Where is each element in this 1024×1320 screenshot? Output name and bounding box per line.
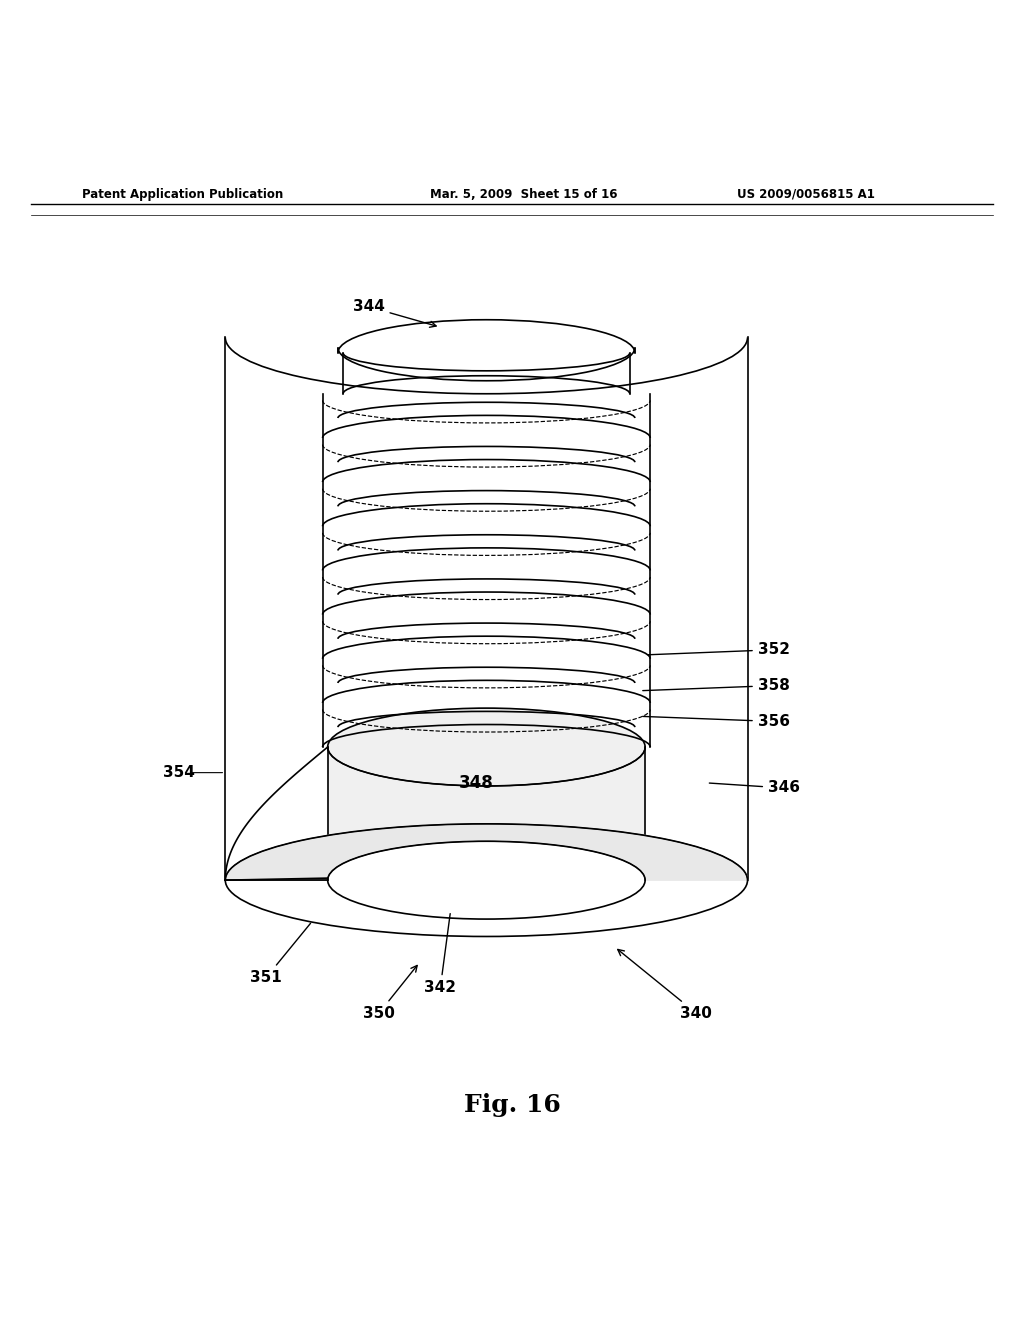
Text: 351: 351 <box>250 923 310 985</box>
Text: 358: 358 <box>643 678 790 693</box>
Text: 356: 356 <box>643 714 790 729</box>
Text: 340: 340 <box>617 949 713 1020</box>
Polygon shape <box>328 708 645 880</box>
Text: US 2009/0056815 A1: US 2009/0056815 A1 <box>737 187 876 201</box>
Text: 342: 342 <box>424 913 457 995</box>
Text: 350: 350 <box>362 965 417 1020</box>
Text: 348: 348 <box>459 774 494 792</box>
Text: 354: 354 <box>163 766 196 780</box>
Text: 344: 344 <box>352 300 436 327</box>
Text: Patent Application Publication: Patent Application Publication <box>82 187 284 201</box>
Text: Fig. 16: Fig. 16 <box>464 1093 560 1118</box>
Text: Mar. 5, 2009  Sheet 15 of 16: Mar. 5, 2009 Sheet 15 of 16 <box>430 187 617 201</box>
Text: 346: 346 <box>710 780 800 796</box>
Text: 352: 352 <box>648 643 790 657</box>
Polygon shape <box>225 824 748 880</box>
